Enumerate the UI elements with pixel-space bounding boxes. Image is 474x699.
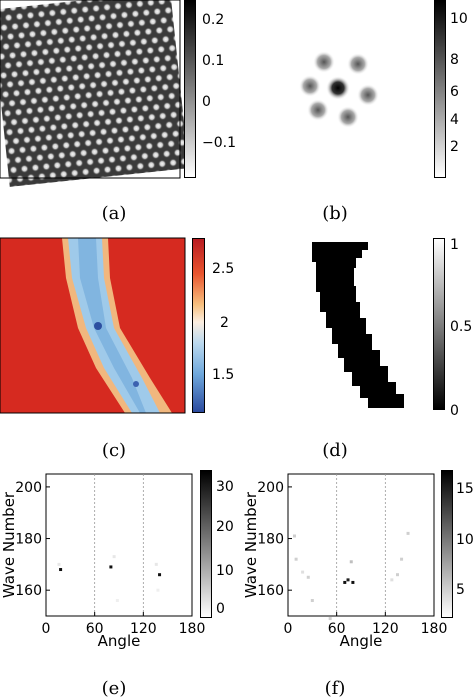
caption-f: (f) (324, 678, 346, 699)
panel-a-lattice-image (0, 0, 189, 187)
data-point (156, 588, 160, 592)
data-point (59, 568, 63, 572)
tick-label: 6 (450, 84, 459, 100)
tick-label: 8 (450, 52, 459, 68)
tick-label: 2 (450, 139, 459, 155)
tick-label: 10 (450, 11, 468, 27)
plot-frame (287, 473, 435, 617)
data-point (310, 599, 314, 603)
caption-d: (d) (322, 440, 348, 461)
y-tick-label: 180 (257, 532, 284, 548)
x-tick-label: 120 (372, 621, 399, 637)
panel-f-chart: 200 180 160 0 60 120 180 Angle Wave Number (242, 473, 447, 650)
x-tick-label: 60 (328, 621, 346, 637)
caption-c: (c) (101, 440, 127, 461)
tick-label: 10 (216, 563, 234, 579)
plot-frame (45, 473, 193, 617)
data-point (115, 599, 119, 603)
y-axis-label: Wave Number (0, 491, 18, 598)
data-point (406, 531, 410, 535)
tick-label: 2 (220, 315, 229, 331)
colorbar-e (200, 470, 212, 618)
data-point (400, 557, 404, 561)
data-point (158, 573, 162, 577)
data-point (346, 578, 350, 582)
data-point (301, 570, 305, 574)
colorbar-f (441, 470, 453, 618)
data-point (292, 534, 296, 538)
tick-label: 0 (202, 94, 211, 110)
panel-b-fourier-spots (299, 51, 379, 128)
colorbar-b (434, 0, 446, 178)
tick-label: 30 (216, 479, 234, 495)
x-tick-label: 120 (130, 621, 157, 637)
data-point (328, 617, 332, 621)
y-tick-label: 160 (257, 583, 284, 599)
tick-label: 5 (456, 582, 465, 598)
y-axis-label: Wave Number (242, 491, 260, 598)
tick-label: 10 (456, 532, 474, 548)
caption-e: (e) (101, 678, 127, 699)
tick-label: 4 (450, 112, 459, 128)
y-tick-label: 180 (15, 532, 42, 548)
x-tick-label: 0 (42, 621, 51, 637)
tick-label: 0.5 (450, 319, 473, 335)
data-point (57, 562, 61, 566)
tick-label: 1 (450, 237, 459, 253)
x-axis-label: Angle (98, 632, 141, 650)
panel-c-heatmap (0, 237, 186, 414)
tick-label: 0 (450, 403, 459, 419)
data-point (306, 575, 310, 579)
data-point (294, 557, 298, 561)
data-point (109, 565, 113, 569)
y-tick-label: 200 (15, 480, 42, 496)
tick-label: −0.1 (202, 135, 236, 151)
tick-label: 0 (216, 601, 225, 617)
caption-b: (b) (322, 203, 348, 224)
y-tick-label: 160 (15, 583, 42, 599)
tick-label: 0.2 (202, 12, 225, 28)
tick-label: 0.1 (202, 53, 225, 69)
panel-d-mask (312, 242, 404, 408)
tick-label: 15 (456, 481, 474, 497)
data-point (349, 560, 353, 564)
x-tick-label: 60 (86, 621, 104, 637)
y-tick-label: 200 (257, 480, 284, 496)
tick-label: 20 (216, 519, 234, 535)
caption-a: (a) (101, 203, 127, 224)
data-point (112, 555, 116, 559)
x-tick-label: 180 (421, 621, 448, 637)
tick-label: 1.5 (212, 367, 235, 383)
x-tick-label: 0 (284, 621, 293, 637)
data-point (396, 573, 399, 577)
colorbar-d (433, 238, 445, 410)
x-axis-label: Angle (340, 632, 383, 650)
data-point (154, 562, 158, 566)
tick-label: 2.5 (212, 261, 235, 277)
data-point (351, 580, 355, 584)
data-point (343, 580, 347, 584)
panel-e-chart: 200 180 160 0 60 120 180 Angle Wave Number (0, 473, 205, 650)
x-tick-label: 180 (179, 621, 206, 637)
colorbar-c (192, 238, 205, 413)
data-point (390, 578, 394, 582)
colorbar-a (184, 0, 196, 178)
